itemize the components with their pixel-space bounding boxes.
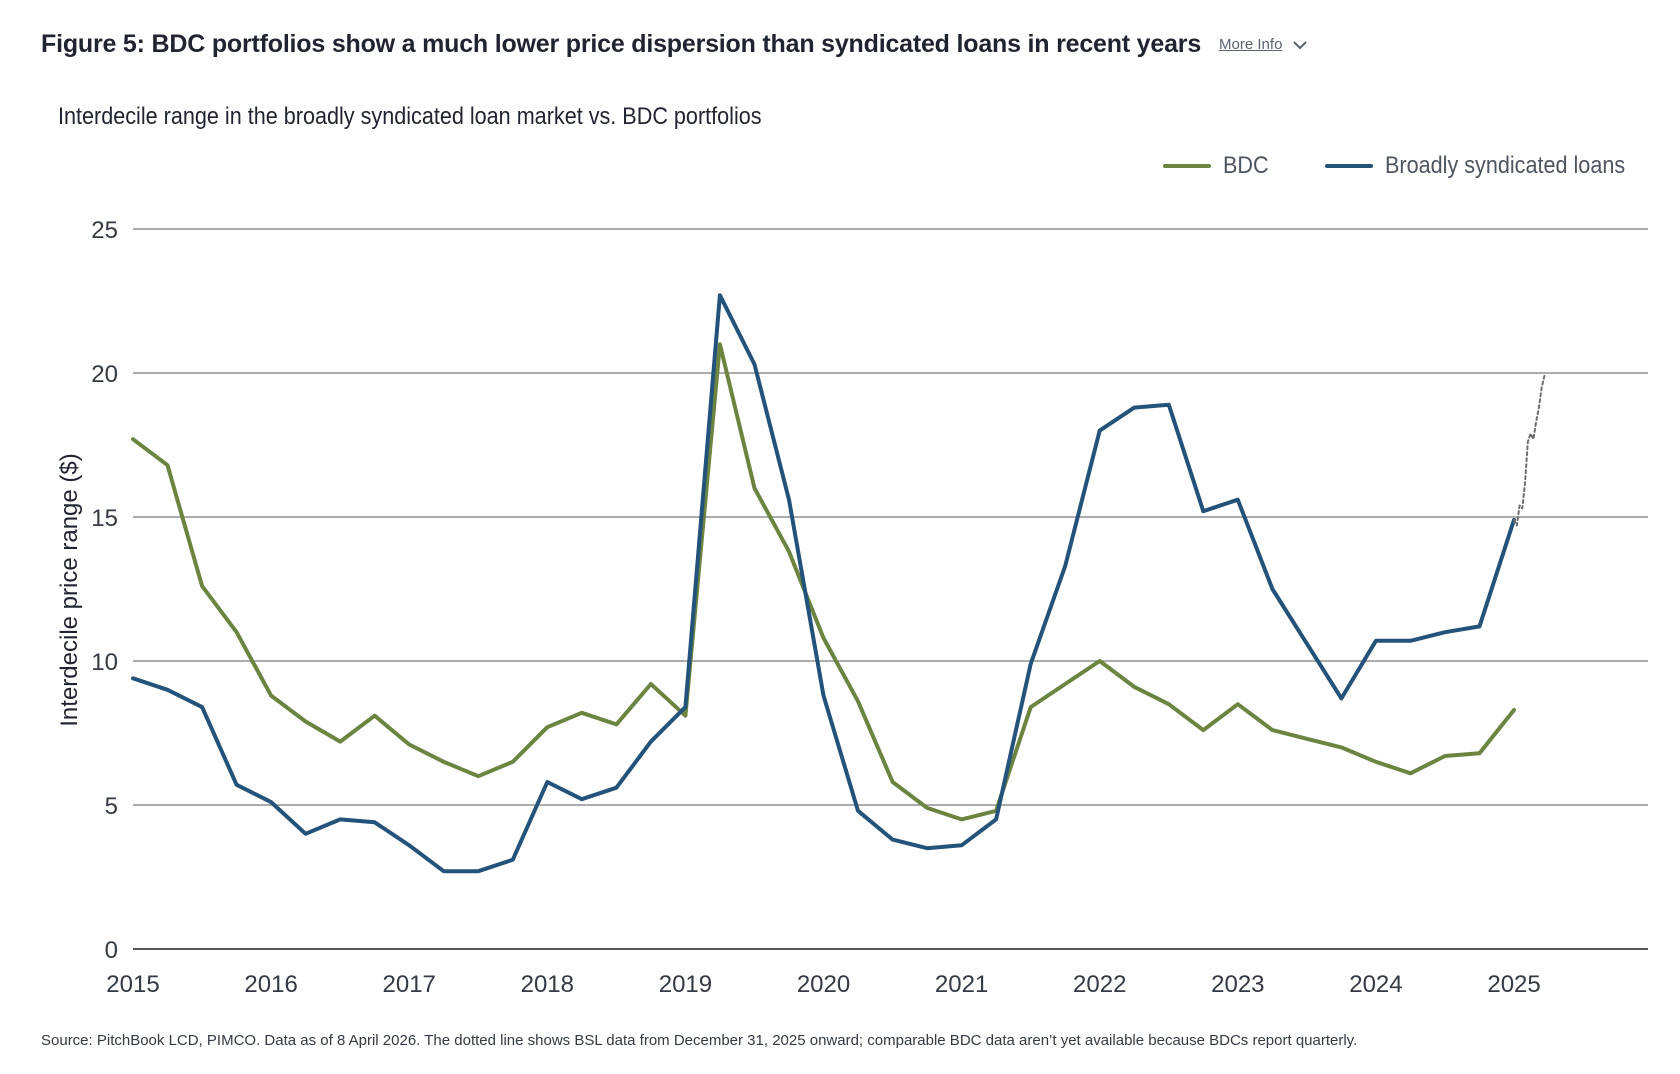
x-tick-label-2025: 2025 bbox=[1487, 971, 1540, 998]
legend-label-bsl: Broadly syndicated loans bbox=[1385, 152, 1626, 179]
source-note: Source: PitchBook LCD, PIMCO. Data as of… bbox=[41, 1032, 1358, 1049]
y-tick-label-15: 15 bbox=[91, 505, 118, 532]
y-tick-label-0: 0 bbox=[105, 937, 118, 964]
x-tick-label-2017: 2017 bbox=[383, 971, 436, 998]
x-tick-label-2024: 2024 bbox=[1349, 971, 1402, 998]
y-tick-label-10: 10 bbox=[91, 649, 118, 676]
more-info-label[interactable]: More Info bbox=[1219, 36, 1283, 53]
x-tick-label-2020: 2020 bbox=[797, 971, 850, 998]
legend-swatch-bdc bbox=[1162, 164, 1211, 168]
bsl-dotted-line bbox=[1513, 374, 1546, 527]
legend-item-bdc: BDC bbox=[1162, 152, 1274, 180]
x-tick-label-2016: 2016 bbox=[244, 971, 297, 998]
chart-title: Interdecile range in the broadly syndica… bbox=[58, 103, 762, 130]
x-tick-label-2022: 2022 bbox=[1073, 971, 1126, 998]
figure-title: Figure 5: BDC portfolios show a much low… bbox=[41, 30, 1202, 58]
x-tick-label-2015: 2015 bbox=[106, 971, 159, 998]
y-tick-label-25: 25 bbox=[91, 217, 118, 244]
figure-header: Figure 5: BDC portfolios show a much low… bbox=[41, 30, 1308, 59]
legend-swatch-bsl bbox=[1325, 164, 1374, 168]
legend-label-bdc: BDC bbox=[1222, 152, 1269, 179]
x-tick-label-2019: 2019 bbox=[659, 971, 712, 998]
more-info-toggle[interactable]: More Info bbox=[1219, 36, 1308, 53]
chart-legend: BDC Broadly syndicated loans bbox=[1111, 152, 1653, 180]
y-tick-label-20: 20 bbox=[91, 361, 118, 388]
bsl-line bbox=[131, 293, 1516, 874]
grid-layer bbox=[133, 228, 1648, 950]
y-axis-label: Interdecile price range ($) bbox=[56, 453, 83, 726]
series-layer bbox=[131, 293, 1546, 874]
legend-item-bsl: Broadly syndicated loans bbox=[1325, 152, 1652, 180]
y-tick-label-5: 5 bbox=[105, 793, 118, 820]
x-tick-label-2018: 2018 bbox=[521, 971, 574, 998]
chevron-down-icon[interactable] bbox=[1292, 39, 1308, 51]
x-tick-label-2021: 2021 bbox=[935, 971, 988, 998]
x-tick-label-2023: 2023 bbox=[1211, 971, 1264, 998]
bdc-line bbox=[131, 342, 1516, 822]
